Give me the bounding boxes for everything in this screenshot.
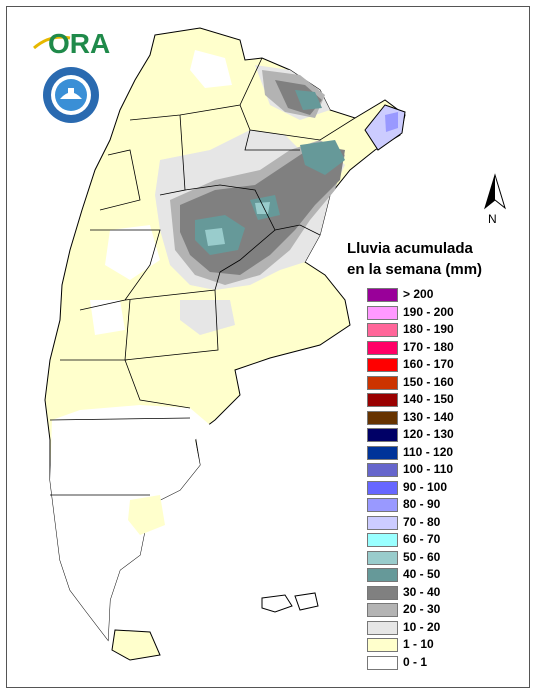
teal-zone-north: [295, 90, 322, 110]
light-gray-patch: [180, 300, 235, 335]
legend-swatch: [367, 638, 398, 652]
legend-label: 1 - 10: [403, 637, 434, 651]
legend-swatch: [367, 393, 398, 407]
legend-swatch: [367, 568, 398, 582]
legend-label: 80 - 90: [403, 497, 441, 511]
legend-swatch: [367, 515, 398, 530]
legend-swatch: [367, 603, 398, 617]
legend-swatch: [367, 550, 398, 565]
smn-seal-icon: [43, 67, 99, 123]
legend-swatch: [367, 463, 398, 477]
malvinas-islands: [261, 592, 319, 613]
misiones-peak: [385, 112, 398, 132]
north-arrow: [480, 170, 510, 230]
legend-title-line1: Lluvia acumulada: [347, 240, 473, 257]
north-arrow-icon: [484, 173, 506, 210]
yellow-patch-south: [128, 495, 165, 535]
ora-swoosh-icon: [33, 35, 71, 50]
legend-label: 160 - 170: [403, 357, 454, 371]
legend-label: 100 - 110: [403, 462, 454, 476]
legend-swatch: [367, 323, 398, 337]
legend-label: 50 - 60: [403, 549, 441, 564]
legend-swatch: [367, 498, 398, 512]
tierra-del-fuego: [111, 629, 161, 661]
legend-label: 70 - 80: [403, 514, 441, 529]
legend-swatch: [367, 480, 398, 495]
legend-label: 150 - 160: [403, 374, 454, 389]
legend-label: 30 - 40: [403, 584, 441, 599]
legend-label: 140 - 150: [403, 392, 454, 406]
north-label: N: [488, 212, 497, 226]
legend-label: 110 - 120: [403, 444, 454, 459]
light-teal-patch: [205, 228, 225, 246]
dry-patch-west: [90, 300, 125, 335]
ora-logo-text: ORA: [48, 28, 111, 59]
legend-swatch: [367, 288, 398, 302]
legend-label: 0 - 1: [403, 654, 428, 669]
legend-swatch: [367, 533, 398, 547]
legend-title-line2: en la semana (mm): [347, 261, 483, 278]
legend-swatch: [367, 358, 398, 372]
legend-swatch: [367, 428, 398, 442]
legend-swatch: [367, 585, 398, 600]
legend-swatch: [367, 340, 398, 355]
light-teal-patch-2: [255, 202, 270, 214]
legend-label: > 200: [403, 287, 434, 301]
legend-swatch: [367, 410, 398, 425]
legend-label: 10 - 20: [403, 619, 441, 634]
legend-swatch: [367, 375, 398, 390]
legend-label: 20 - 30: [403, 602, 441, 616]
province-borders: [49, 57, 356, 496]
legend-label: 130 - 140: [403, 409, 454, 424]
legend-label: 170 - 180: [403, 339, 454, 354]
dry-patch-north: [190, 50, 232, 88]
legend-label: 180 - 190: [403, 322, 454, 336]
legend-label: 40 - 50: [403, 567, 441, 581]
legend-swatch: [367, 620, 398, 635]
legend-label: 90 - 100: [403, 479, 448, 494]
teal-zone-northeast: [300, 140, 345, 175]
legend-swatch: [367, 445, 398, 460]
legend-label: 120 - 130: [403, 427, 454, 441]
legend-label: 190 - 200: [403, 304, 454, 319]
legend-swatch: [367, 305, 398, 320]
legend-title: Lluvia acumulada en la semana (mm): [347, 238, 482, 280]
smn-seal-logo: [42, 66, 100, 124]
legend-swatch: [367, 655, 398, 670]
ora-logo: ORA: [32, 28, 112, 62]
legend-label: 60 - 70: [403, 532, 441, 546]
dry-patch-center: [105, 225, 160, 280]
